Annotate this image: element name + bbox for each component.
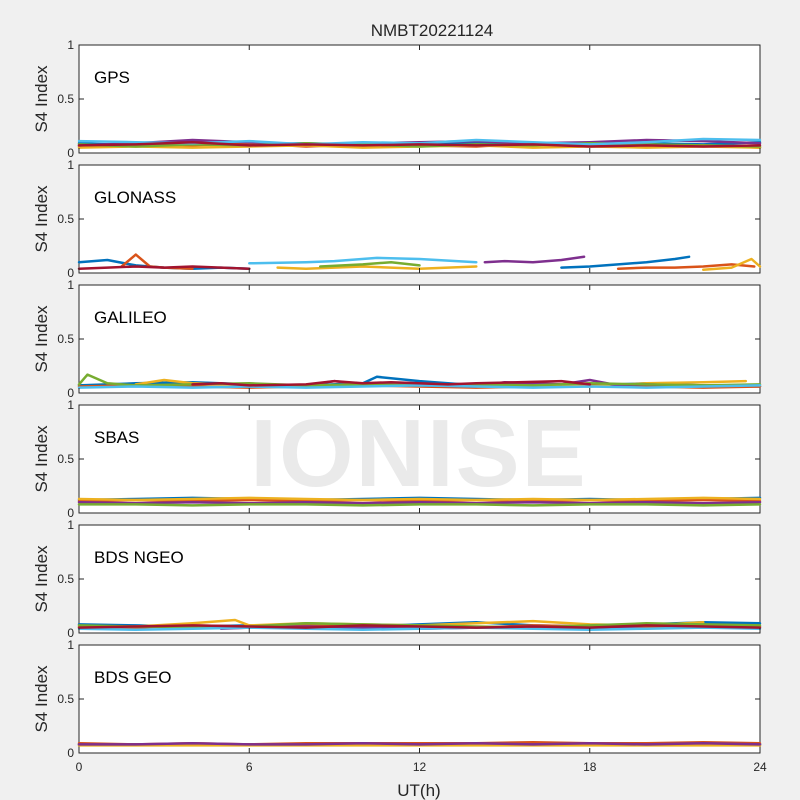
y-axis-label: S4 Index <box>32 665 51 733</box>
series-line <box>702 257 762 272</box>
axes-box <box>78 404 761 514</box>
figure-title: NMBT20221124 <box>371 21 494 40</box>
y-tick-label: 0.5 <box>57 92 74 106</box>
x-axis-label: UT(h) <box>397 781 440 800</box>
y-axis-label: S4 Index <box>32 545 51 613</box>
series-line <box>77 384 762 389</box>
panel-label: BDS NGEO <box>94 548 184 567</box>
y-tick-label: 1 <box>67 638 74 652</box>
series-line <box>77 500 762 505</box>
y-tick-label: 1 <box>67 518 74 532</box>
y-tick-label: 0 <box>67 746 74 760</box>
y-axis-label: S4 Index <box>32 425 51 493</box>
x-tick-label: 0 <box>76 760 83 774</box>
panel-0: 0 0.5 1 GPS S4 Index <box>32 38 762 160</box>
series-line <box>77 265 251 270</box>
series-line <box>191 379 592 387</box>
panel-1: 0 0.5 1 GLONASS S4 Index <box>32 158 762 280</box>
y-axis-label: S4 Index <box>32 65 51 133</box>
axes-box <box>78 284 761 394</box>
panel-label: BDS GEO <box>94 668 171 687</box>
x-tick-label: 18 <box>583 760 597 774</box>
series-line <box>318 260 421 268</box>
series-line <box>77 140 762 148</box>
y-tick-label: 0 <box>67 266 74 280</box>
panel-4: 0 0.5 1 BDS NGEO S4 Index <box>32 518 762 640</box>
x-tick-label: 12 <box>413 760 427 774</box>
series-line <box>77 742 762 746</box>
y-tick-label: 1 <box>67 38 74 52</box>
series-line <box>483 255 586 264</box>
y-tick-label: 0 <box>67 146 74 160</box>
panel-label: GLONASS <box>94 188 176 207</box>
y-tick-label: 0 <box>67 506 74 520</box>
series-line <box>276 265 478 270</box>
x-tick-label: 6 <box>246 760 253 774</box>
y-tick-label: 0.5 <box>57 452 74 466</box>
panel-5: 0 0.5 1 BDS GEO S4 Index <box>32 638 762 760</box>
y-tick-label: 0.5 <box>57 332 74 346</box>
axes-box <box>78 164 761 274</box>
series-line <box>77 503 762 507</box>
axes-box <box>78 524 761 634</box>
panel-3: 0 0.5 1 SBAS S4 Index <box>32 398 762 520</box>
axes-box <box>78 44 761 154</box>
y-axis-label: S4 Index <box>32 185 51 253</box>
panels-group: 0 0.5 1 GPS S4 Index 0 0.5 1 GLONASS S4 Index 0 0.5… <box>32 38 767 774</box>
y-tick-label: 1 <box>67 158 74 172</box>
series-line <box>560 255 691 269</box>
axes-box <box>78 644 761 754</box>
panel-label: GPS <box>94 68 130 87</box>
series-line <box>77 496 762 502</box>
y-tick-label: 0 <box>67 386 74 400</box>
y-tick-label: 1 <box>67 278 74 292</box>
y-tick-label: 0.5 <box>57 692 74 706</box>
y-tick-label: 0.5 <box>57 572 74 586</box>
y-tick-label: 0 <box>67 626 74 640</box>
series-line <box>248 256 478 265</box>
y-tick-label: 0.5 <box>57 212 74 226</box>
panel-2: 0 0.5 1 GALILEO S4 Index <box>32 278 762 400</box>
y-axis-label: S4 Index <box>32 305 51 373</box>
y-tick-label: 1 <box>67 398 74 412</box>
watermark: IONISE <box>250 400 587 507</box>
x-tick-label: 24 <box>753 760 767 774</box>
panel-label: SBAS <box>94 428 139 447</box>
panel-label: GALILEO <box>94 308 167 327</box>
series-line <box>77 624 762 629</box>
